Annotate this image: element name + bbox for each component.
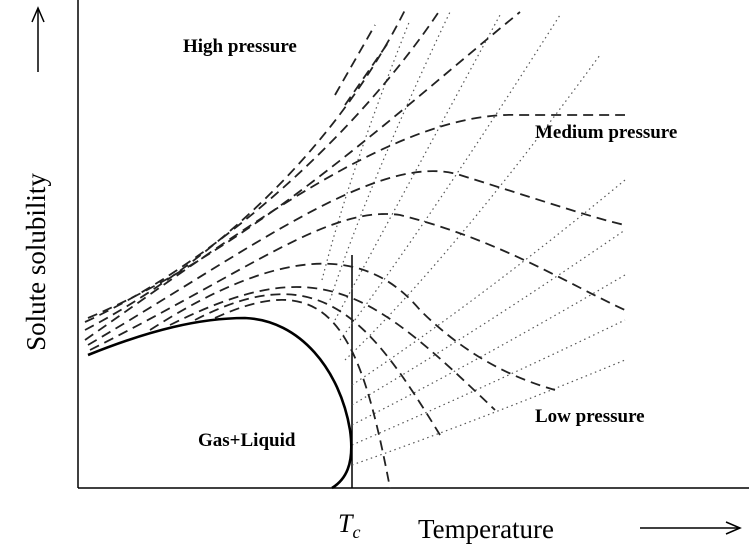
two-phase-label: Gas+Liquid [198, 430, 296, 451]
phase-envelope [87, 316, 353, 490]
tc-symbol: T [338, 509, 354, 538]
dotted-lines [321, 11, 626, 466]
tc-label: Tc [338, 509, 360, 542]
tc-subscript: c [352, 522, 360, 542]
y-arrow [31, 6, 45, 72]
x-axis-label: Temperature [418, 514, 554, 544]
x-arrow [640, 521, 742, 535]
axes [77, 0, 749, 489]
y-axis-label: Solute solubility [21, 173, 51, 351]
high-pressure-label: High pressure [183, 36, 297, 57]
dashed-isobars [84, 9, 626, 489]
low-pressure-label: Low pressure [535, 406, 645, 427]
medium-pressure-label: Medium pressure [535, 122, 677, 143]
